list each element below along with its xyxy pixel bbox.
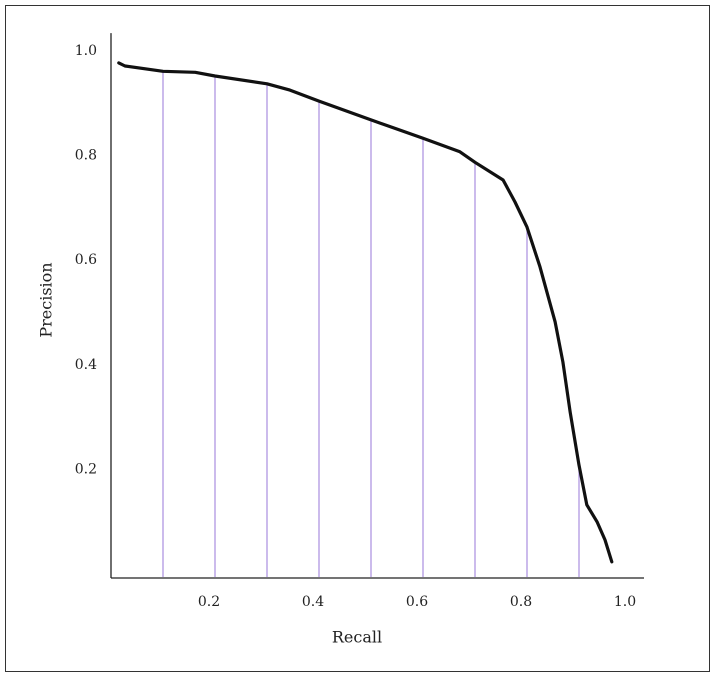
y-tick-label: 1.0: [75, 43, 97, 59]
y-axis-label: Precision: [37, 262, 56, 337]
x-tick-label: 0.8: [510, 594, 532, 610]
x-axis-label: Recall: [332, 628, 382, 647]
y-tick-label: 0.2: [75, 461, 97, 477]
y-tick-label: 0.8: [75, 148, 97, 164]
y-tick-label: 0.6: [75, 252, 97, 268]
x-tick-label: 0.4: [302, 594, 324, 610]
pr-curve: [117, 61, 614, 564]
frame: [5, 5, 710, 672]
x-tick-label: 0.2: [198, 594, 220, 610]
x-tick-label: 0.6: [406, 594, 428, 610]
x-tick-label: 1.0: [614, 594, 636, 610]
y-tick-label: 0.4: [75, 357, 97, 373]
